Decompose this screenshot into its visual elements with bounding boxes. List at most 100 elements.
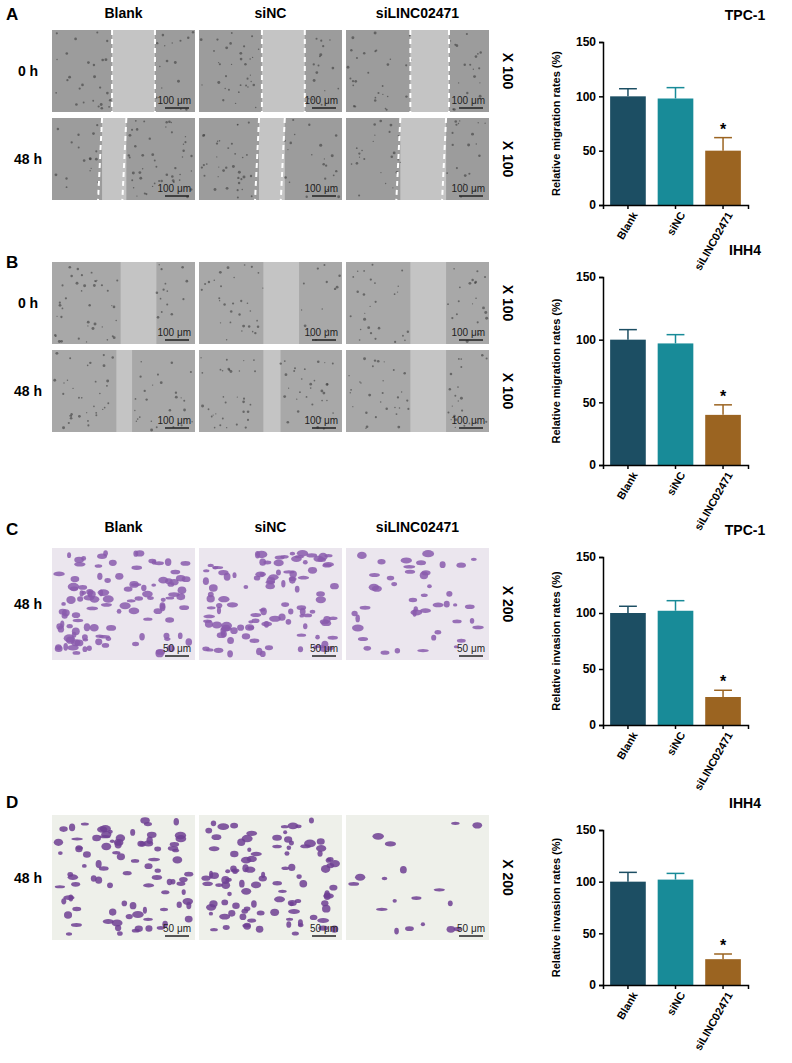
cell-speck — [160, 180, 163, 183]
cell-speck — [301, 309, 302, 310]
cell-speck — [219, 300, 220, 301]
bar — [658, 343, 694, 465]
stained-cell — [72, 612, 80, 618]
stained-cell — [167, 582, 174, 587]
cell-speck — [234, 153, 236, 155]
stained-cell — [86, 589, 93, 595]
cell-speck — [139, 416, 141, 418]
cell-speck — [351, 163, 353, 165]
cell-speck — [232, 165, 235, 168]
cell-speck — [218, 297, 220, 299]
cell-speck — [294, 134, 296, 136]
stained-cell — [186, 902, 191, 910]
stained-cell — [61, 898, 66, 904]
cell-speck — [202, 134, 205, 137]
cell-speck — [452, 144, 454, 146]
scale-bar-label: 100 μm — [451, 95, 485, 106]
stained-cell — [71, 576, 80, 582]
stained-cell — [358, 637, 368, 641]
cell-speck — [358, 194, 360, 196]
cell-speck — [165, 121, 167, 123]
cell-speck — [243, 360, 244, 361]
stained-cell — [329, 885, 337, 891]
row-label: 0 h — [18, 295, 38, 311]
stained-cell — [261, 621, 272, 626]
cell-speck — [238, 182, 241, 185]
stained-cell — [394, 928, 399, 935]
cell-speck — [62, 308, 64, 310]
magnification: X 200 — [500, 859, 516, 896]
wound-edge — [448, 30, 450, 112]
y-tick-mark — [599, 669, 603, 671]
cell-speck — [99, 393, 101, 395]
stained-cell — [69, 824, 75, 832]
cell-speck — [131, 129, 133, 131]
bar — [610, 96, 646, 205]
x-axis-line — [604, 726, 749, 730]
micrograph: 100 μm — [199, 262, 342, 344]
cell-speck — [252, 331, 254, 333]
cell-speck — [363, 357, 366, 360]
stained-cell — [321, 865, 330, 873]
stained-cell — [165, 617, 174, 622]
stained-cell — [103, 595, 114, 603]
panel-letter: C — [6, 520, 18, 539]
cell-speck — [89, 362, 91, 364]
stained-cell — [286, 921, 291, 928]
x-tick: siNC — [664, 205, 687, 237]
cell-speck — [139, 177, 142, 180]
cell-speck — [377, 360, 380, 363]
cell-speck — [359, 381, 361, 383]
stained-cell — [53, 572, 64, 577]
stained-cell — [133, 551, 138, 557]
cell-speck — [139, 376, 141, 378]
y-tick: 50 — [583, 396, 603, 410]
cell-speck — [66, 79, 68, 81]
cell-speck — [461, 409, 463, 411]
cell-speck — [179, 174, 181, 176]
cell-speck — [248, 325, 250, 327]
cell-speck — [65, 52, 68, 55]
stained-cell — [115, 841, 122, 849]
y-tick-label: 100 — [576, 333, 596, 347]
cell-speck — [88, 304, 90, 306]
stained-cell — [364, 646, 372, 651]
cell-speck — [454, 395, 456, 397]
cell-speck — [397, 291, 398, 292]
scratch-gap — [263, 350, 280, 432]
y-axis-title: Relative migration rates (%) — [550, 51, 562, 196]
scratch-gap — [410, 262, 446, 344]
micrograph: 50 μm — [52, 548, 195, 660]
cell-speck — [56, 59, 57, 60]
cell-speck — [306, 196, 308, 198]
y-tick-mark — [599, 277, 603, 279]
cell-speck — [254, 370, 256, 372]
cell-speck — [350, 389, 352, 391]
cell-speck — [225, 46, 228, 49]
cell-speck — [152, 186, 153, 187]
cell-speck — [375, 416, 377, 418]
stained-cell — [212, 566, 218, 569]
cell-speck — [468, 282, 471, 285]
significance-mark: * — [720, 937, 727, 954]
panel-letter: A — [6, 5, 18, 24]
cell-speck — [352, 276, 354, 278]
cell-speck — [184, 141, 186, 143]
cell-speck — [246, 78, 248, 80]
scale-bar — [459, 427, 483, 429]
stained-cell — [456, 563, 465, 568]
cell-speck — [324, 90, 325, 91]
cell-speck — [55, 173, 58, 176]
stained-cell — [68, 874, 79, 880]
cell-speck — [336, 286, 339, 289]
cell-speck — [62, 426, 65, 429]
cell-speck — [93, 406, 95, 408]
stained-cell — [242, 633, 250, 639]
cell-speck — [174, 61, 177, 64]
cell-speck — [477, 321, 479, 323]
cell-speck — [179, 179, 181, 181]
cell-speck — [243, 398, 245, 400]
cell-speck — [326, 400, 327, 401]
x-tick-label: Blank — [614, 209, 640, 242]
cell-speck — [99, 86, 101, 88]
